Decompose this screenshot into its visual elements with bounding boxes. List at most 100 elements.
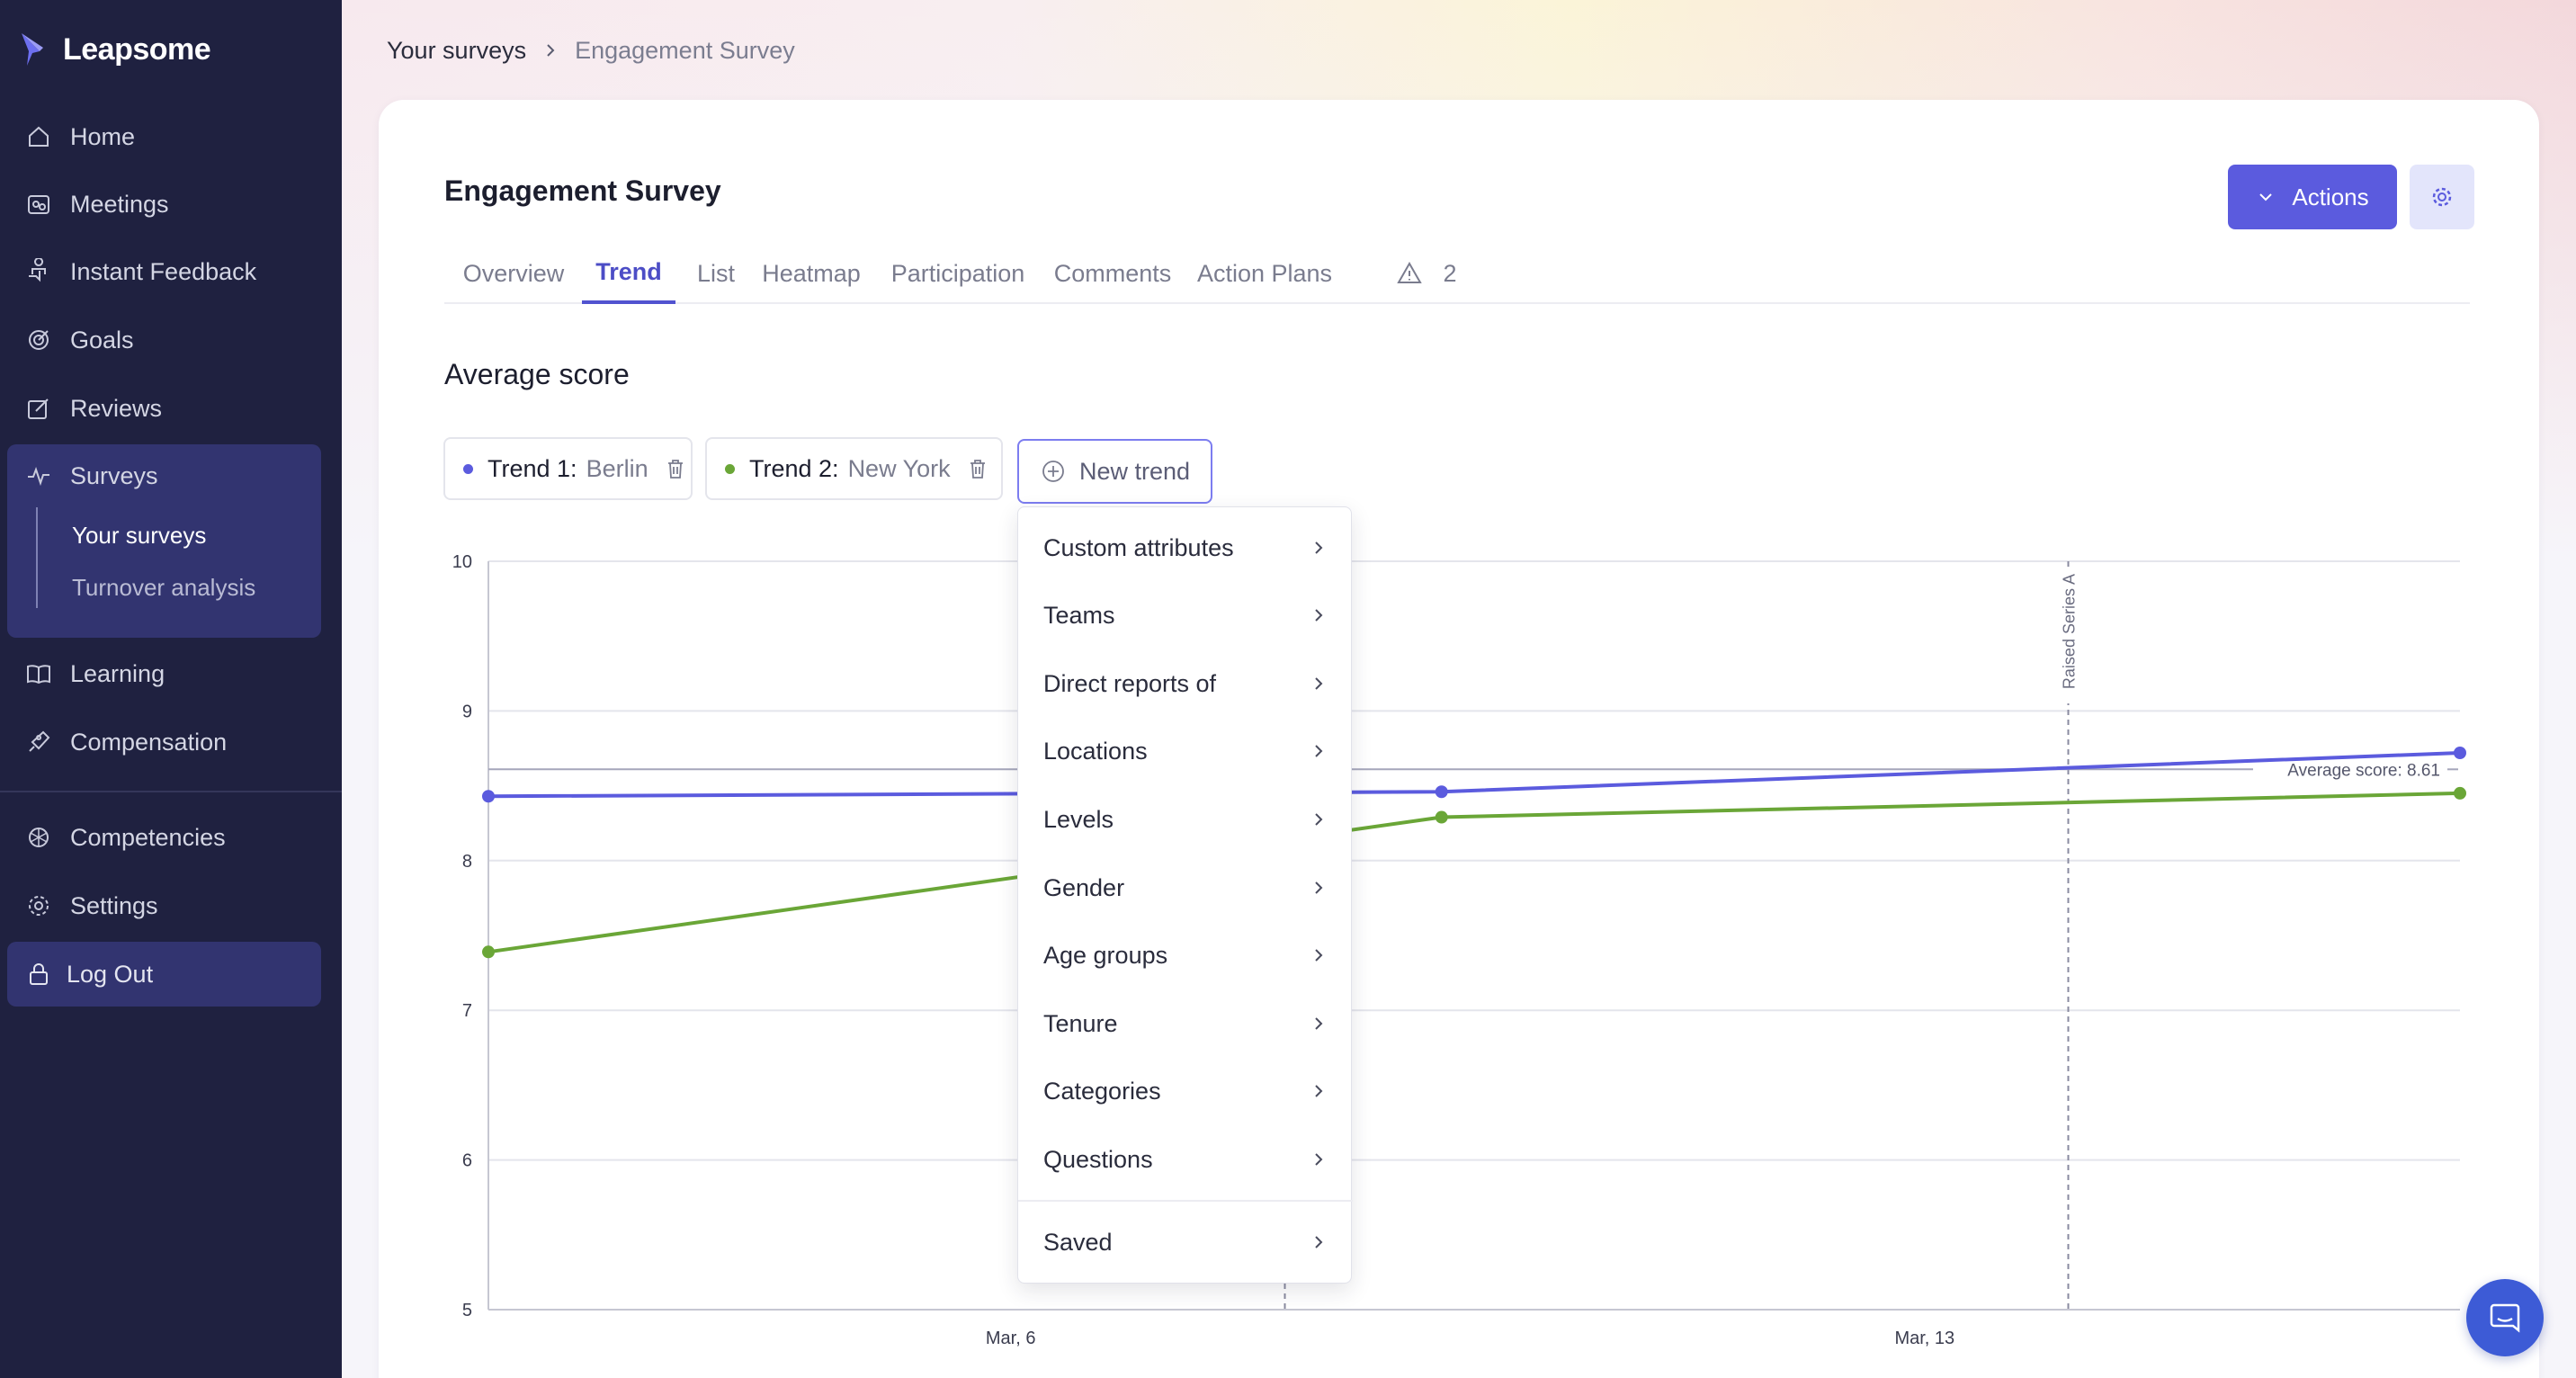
tab-overview[interactable]: Overview (462, 259, 565, 287)
dropdown-item-label: Tenure (1043, 1009, 1118, 1037)
x-tick-label: Mar, 6 (986, 1329, 1036, 1348)
tab-trend[interactable]: Trend (582, 243, 675, 304)
sidebar-item-surveys[interactable]: Surveys (0, 451, 342, 501)
trend-1-label: Trend 1: (487, 454, 577, 482)
data-point-new-york (482, 945, 495, 959)
trend-2-dot (725, 463, 735, 474)
y-tick-label: 7 (462, 1001, 472, 1021)
chevron-right-icon (1315, 609, 1323, 622)
data-point-new-york (1435, 810, 1448, 824)
sidebar-item-settings[interactable]: Settings (0, 881, 342, 931)
tab-action-plans[interactable]: Action Plans (1196, 259, 1333, 287)
alert-count: 2 (1443, 259, 1457, 287)
plus-circle-icon (1042, 461, 1064, 482)
leapsome-bird-icon (22, 33, 43, 66)
chat-icon (2490, 1303, 2520, 1333)
sidebar-item-competencies[interactable]: Competencies (0, 812, 342, 863)
sidebar-divider (0, 791, 342, 792)
main-card (379, 100, 2539, 1378)
sidebar-item-label: Competencies (70, 823, 226, 851)
tab-bar: Overview Trend List Heatmap Participatio… (444, 243, 2470, 304)
tab-list[interactable]: List (696, 259, 736, 287)
dropdown-item-levels[interactable]: Levels (1018, 788, 1353, 851)
trend-1-dot (463, 463, 473, 474)
actions-button[interactable]: Actions (2228, 165, 2397, 229)
y-tick-label: 5 (462, 1301, 472, 1320)
dropdown-item-questions[interactable]: Questions (1018, 1128, 1353, 1191)
sidebar-item-home[interactable]: Home (0, 112, 342, 162)
dropdown-item-label: Levels (1043, 805, 1114, 833)
dropdown-item-locations[interactable]: Locations (1018, 720, 1353, 783)
learning-icon (27, 665, 50, 685)
chevron-right-icon (1315, 745, 1323, 757)
sidebar-item-goals[interactable]: Goals (0, 315, 342, 365)
trend-chip-2[interactable]: Trend 2: New York (705, 437, 1003, 500)
event-marker-bg (2054, 568, 2082, 703)
chevron-right-icon (1315, 881, 1323, 894)
dropdown-item-label: Gender (1043, 873, 1125, 901)
dropdown-item-direct-reports-of[interactable]: Direct reports of (1018, 652, 1353, 715)
chevron-right-icon (1315, 541, 1323, 554)
breadcrumb-parent[interactable]: Your surveys (387, 36, 527, 64)
sidebar-item-learning[interactable]: Learning (0, 649, 342, 699)
sidebar-item-instant-feedback[interactable]: Instant Feedback (0, 246, 342, 297)
y-tick-label: 6 (462, 1151, 472, 1171)
chevron-right-icon (1315, 1153, 1323, 1166)
chevron-right-icon (1315, 949, 1323, 962)
sidebar-item-reviews[interactable]: Reviews (0, 383, 342, 434)
actions-label: Actions (2292, 183, 2369, 210)
dropdown-item-teams[interactable]: Teams (1018, 584, 1353, 647)
chevron-right-icon (1315, 1236, 1323, 1248)
data-point-new-york (2454, 786, 2466, 800)
trash-icon[interactable] (965, 456, 990, 481)
chat-support-button[interactable] (2466, 1279, 2544, 1356)
series-line-new-york (487, 791, 2461, 954)
chevron-right-icon (547, 44, 555, 57)
dropdown-item-label: Questions (1043, 1145, 1153, 1173)
dropdown-item-tenure[interactable]: Tenure (1018, 992, 1353, 1055)
chevron-right-icon (1315, 813, 1323, 826)
event-marker-label: Raised Series A (2061, 574, 2079, 689)
dropdown-item-age-groups[interactable]: Age groups (1018, 924, 1353, 987)
dropdown-item-label: Custom attributes (1043, 533, 1234, 561)
feedback-icon (29, 258, 46, 282)
gear-icon (2432, 187, 2452, 207)
tab-alerts[interactable]: 2 (1391, 243, 1462, 304)
settings-icon (29, 896, 49, 916)
y-tick-label: 8 (462, 852, 472, 872)
trend-chip-1[interactable]: Trend 1: Berlin (443, 437, 693, 500)
trend-1-value: Berlin (586, 454, 648, 482)
sidebar-item-label: Compensation (70, 728, 228, 756)
sidebar-subitem-your-surveys[interactable]: Your surveys (72, 521, 207, 549)
tab-comments[interactable]: Comments (1053, 259, 1172, 287)
y-tick-label: 10 (452, 552, 472, 572)
breadcrumb-current: Engagement Survey (575, 36, 795, 64)
tab-participation[interactable]: Participation (890, 259, 1025, 287)
sidebar-item-label: Surveys (70, 461, 158, 489)
average-label: Average score: 8.61 (2287, 761, 2440, 780)
logout-button[interactable]: Log Out (7, 942, 321, 1007)
sidebar-item-meetings[interactable]: Meetings (0, 179, 342, 229)
sidebar-item-label: Learning (70, 659, 165, 687)
chevron-right-icon (1315, 677, 1323, 690)
new-trend-dropdown: Custom attributes Teams Direct reports o… (1017, 506, 1353, 1284)
submenu-line (36, 507, 38, 608)
sidebar-subitem-turnover-analysis[interactable]: Turnover analysis (72, 573, 256, 601)
trash-icon[interactable] (663, 456, 688, 481)
dropdown-item-custom-attributes[interactable]: Custom attributes (1018, 516, 1353, 579)
dropdown-item-categories[interactable]: Categories (1018, 1060, 1353, 1123)
meetings-icon (28, 195, 49, 214)
leapsome-logo[interactable]: Leapsome (20, 27, 211, 72)
tab-heatmap[interactable]: Heatmap (762, 259, 861, 287)
dropdown-divider (1018, 1200, 1353, 1202)
dropdown-item-gender[interactable]: Gender (1018, 856, 1353, 919)
dropdown-item-label: Saved (1043, 1228, 1113, 1256)
sidebar-item-label: Home (70, 122, 136, 150)
survey-settings-button[interactable] (2410, 165, 2474, 229)
dropdown-item-saved[interactable]: Saved (1018, 1211, 1353, 1274)
sidebar-item-label: Instant Feedback (70, 257, 257, 285)
sidebar-item-label: Goals (70, 326, 134, 353)
new-trend-button[interactable]: New trend (1017, 439, 1212, 504)
sidebar-item-compensation[interactable]: Compensation (0, 717, 342, 767)
new-trend-label: New trend (1078, 457, 1191, 485)
